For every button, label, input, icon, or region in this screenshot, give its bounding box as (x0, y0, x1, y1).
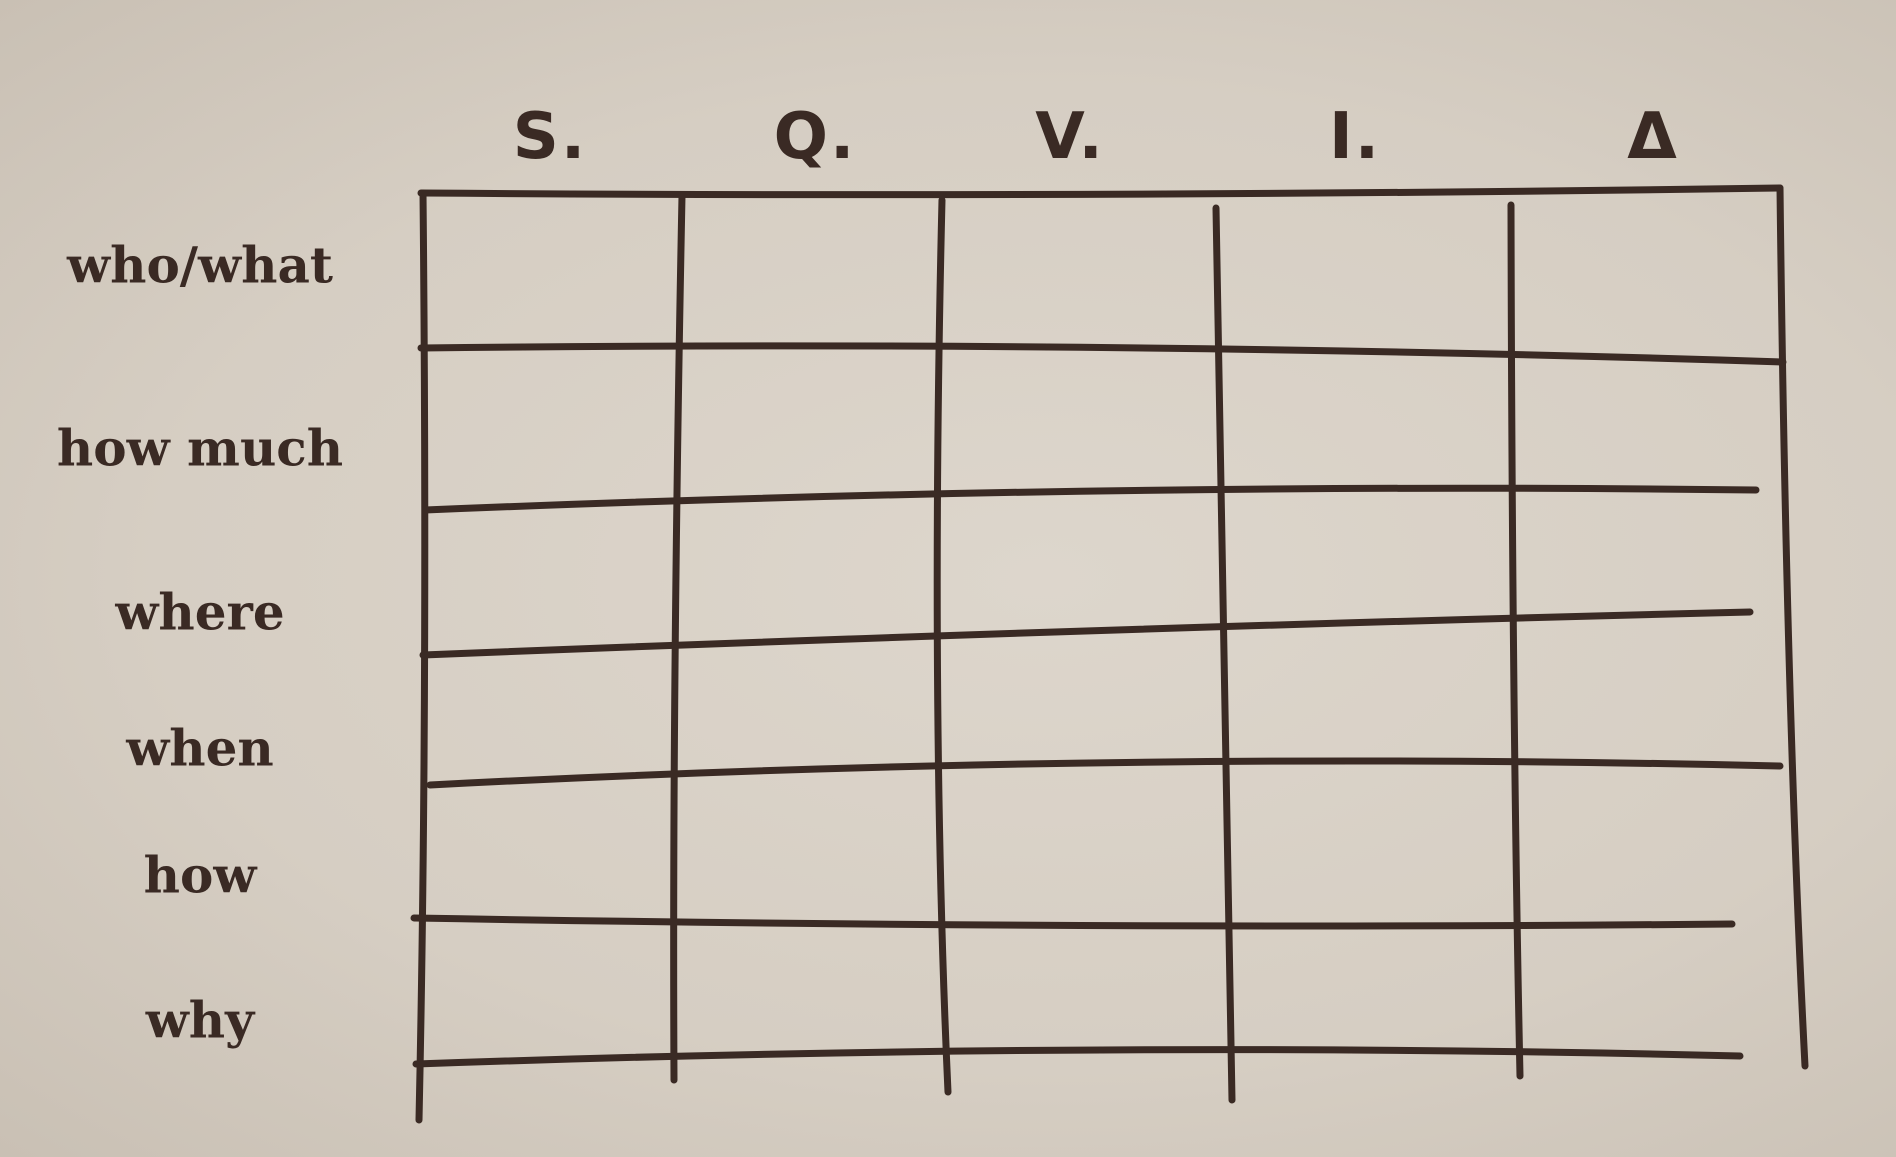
grid-line-v (1507, 201, 1524, 1080)
grid-line-h (419, 608, 1754, 659)
column-header-q: Q. (773, 100, 857, 174)
row-header-how-much: how much (56, 418, 344, 478)
grid-line-v (670, 192, 686, 1084)
grid-line-v (1776, 184, 1809, 1070)
grid-line-h (426, 757, 1784, 789)
grid-line-h (410, 914, 1736, 930)
column-header-s: S. (512, 100, 588, 174)
row-header-who-what: who/what (67, 235, 333, 295)
column-header-v: V. (1035, 100, 1105, 174)
grid-line-v (933, 196, 952, 1096)
grid-line-v (415, 189, 429, 1124)
column-header-delta: Δ (1627, 100, 1679, 174)
row-header-where: where (115, 582, 285, 642)
grid-line-h (417, 184, 1784, 199)
column-header-i: I. (1328, 100, 1382, 174)
row-header-when: when (126, 718, 274, 778)
grid-line-h (421, 484, 1760, 514)
row-header-why: why (145, 990, 255, 1050)
grid-line-v (1212, 204, 1236, 1104)
row-header-how: how (143, 845, 257, 905)
grid-line-h (412, 1046, 1744, 1068)
grid-line-h (417, 342, 1787, 366)
